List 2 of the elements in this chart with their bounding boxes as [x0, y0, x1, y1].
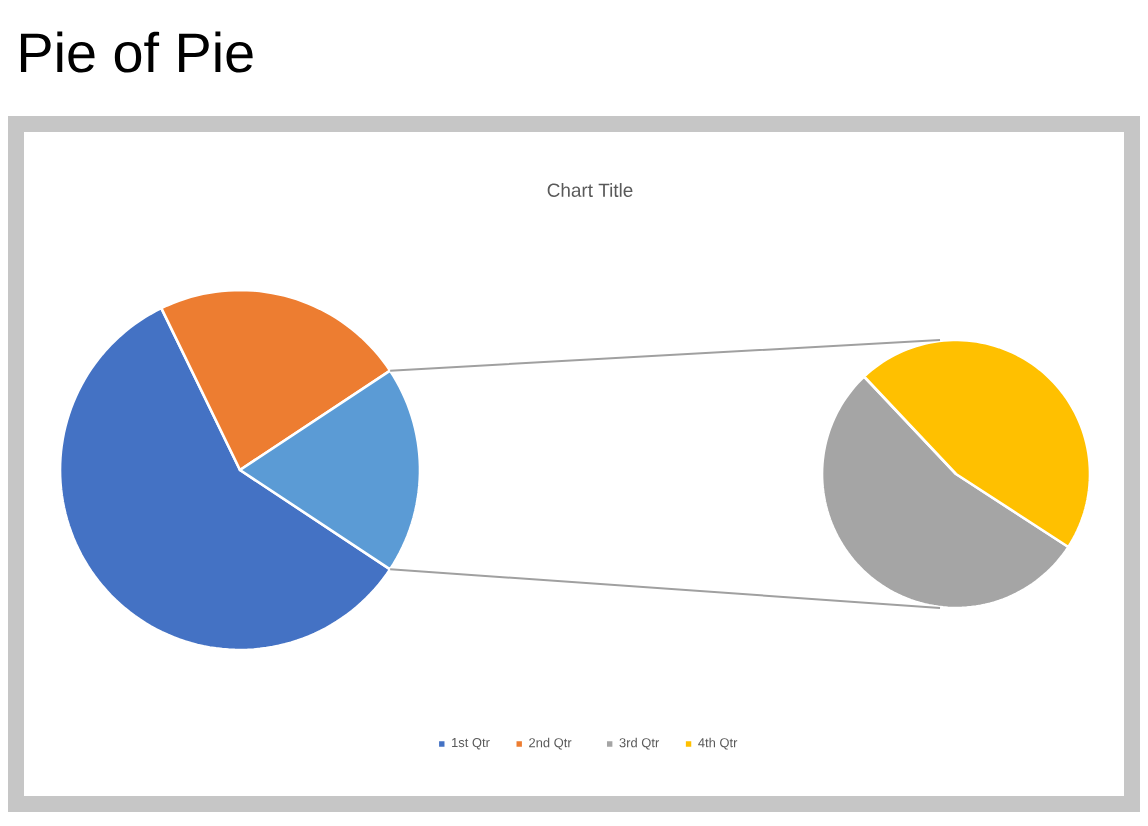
chart-subtitle: Chart Title	[547, 183, 633, 197]
chart-title: Pie of Pie	[20, 31, 253, 73]
